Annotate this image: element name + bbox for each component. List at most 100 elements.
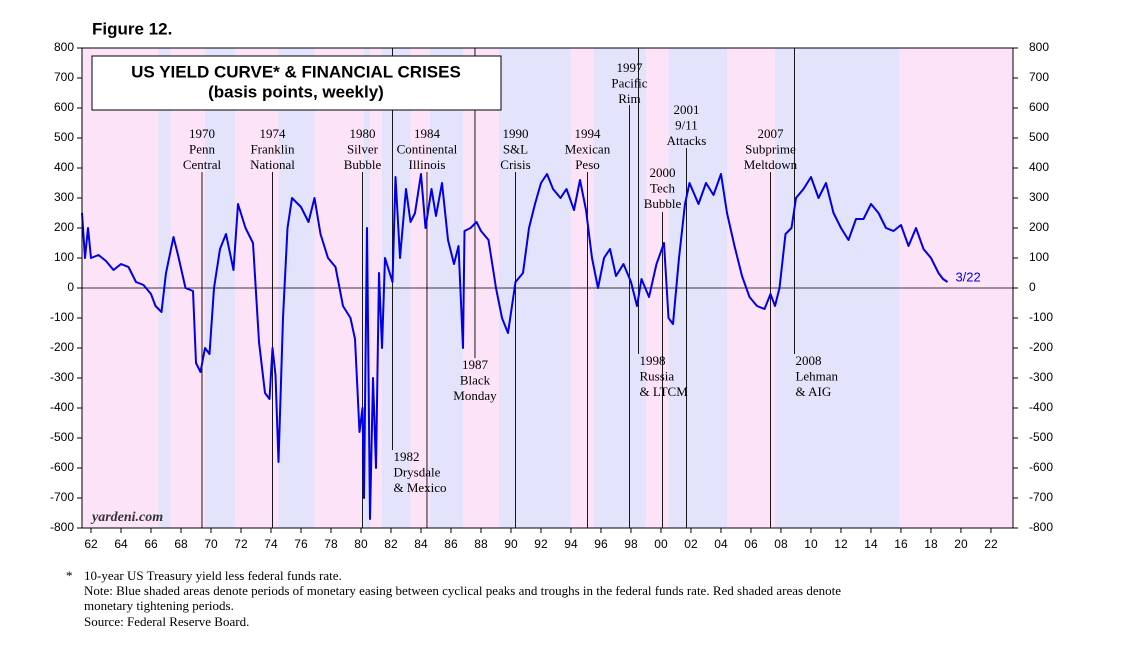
y-tick-label: -300 bbox=[50, 370, 74, 384]
event-label: & AIG bbox=[795, 384, 831, 399]
event-label: & Mexico bbox=[393, 480, 446, 495]
x-tick-label: 74 bbox=[264, 537, 278, 551]
y-tick-label: 200 bbox=[54, 220, 74, 234]
event-label: Subprime bbox=[745, 141, 796, 156]
y2-tick-label: 200 bbox=[1029, 220, 1049, 234]
chart-subtitle: (basis points, weekly) bbox=[208, 82, 384, 101]
y-tick-label: 300 bbox=[54, 190, 74, 204]
event-label: National bbox=[250, 157, 295, 172]
footnote: monetary tightening periods. bbox=[84, 598, 234, 613]
y-tick-label: 400 bbox=[54, 160, 74, 174]
y2-tick-label: 400 bbox=[1029, 160, 1049, 174]
x-tick-label: 16 bbox=[894, 537, 908, 551]
x-tick-label: 82 bbox=[384, 537, 398, 551]
y-tick-label: -400 bbox=[50, 400, 74, 414]
event-label: 1990 bbox=[502, 126, 528, 141]
event-label: Peso bbox=[575, 157, 600, 172]
x-tick-label: 14 bbox=[864, 537, 878, 551]
event-label: 1980 bbox=[349, 126, 375, 141]
y2-tick-label: -800 bbox=[1029, 520, 1053, 534]
event-label: Bubble bbox=[344, 157, 382, 172]
y2-tick-label: -200 bbox=[1029, 340, 1053, 354]
x-tick-label: 76 bbox=[294, 537, 308, 551]
event-label: Penn bbox=[189, 141, 216, 156]
y2-tick-label: -600 bbox=[1029, 460, 1053, 474]
y2-tick-label: 300 bbox=[1029, 190, 1049, 204]
event-label: Meltdown bbox=[744, 157, 798, 172]
y-tick-label: -200 bbox=[50, 340, 74, 354]
event-label: 1998 bbox=[639, 353, 665, 368]
x-tick-label: 94 bbox=[564, 537, 578, 551]
event-label: Central bbox=[183, 157, 222, 172]
event-label: 2008 bbox=[795, 353, 821, 368]
y2-tick-label: -300 bbox=[1029, 370, 1053, 384]
end-label: 3/22 bbox=[955, 269, 980, 284]
event-label: 2001 bbox=[673, 102, 699, 117]
event-label: Bubble bbox=[644, 196, 682, 211]
x-tick-label: 78 bbox=[324, 537, 338, 551]
x-tick-label: 92 bbox=[534, 537, 548, 551]
y-tick-label: -100 bbox=[50, 310, 74, 324]
footnote: Note: Blue shaded areas denote periods o… bbox=[84, 583, 841, 598]
event-label: Lehman bbox=[795, 368, 838, 383]
y-tick-label: 600 bbox=[54, 100, 74, 114]
x-tick-label: 62 bbox=[84, 537, 98, 551]
y2-tick-label: -500 bbox=[1029, 430, 1053, 444]
event-label: S&L bbox=[503, 141, 528, 156]
x-tick-label: 66 bbox=[144, 537, 158, 551]
x-tick-label: 96 bbox=[594, 537, 608, 551]
event-label: 1982 bbox=[393, 449, 419, 464]
x-tick-label: 22 bbox=[984, 537, 998, 551]
y2-tick-label: -700 bbox=[1029, 490, 1053, 504]
y-tick-label: -700 bbox=[50, 490, 74, 504]
x-tick-label: 20 bbox=[954, 537, 968, 551]
plot-frame bbox=[81, 47, 1014, 529]
x-tick-label: 18 bbox=[924, 537, 938, 551]
y-tick-label: 700 bbox=[54, 70, 74, 84]
event-label: Continental bbox=[397, 141, 458, 156]
event-label: Pacific bbox=[611, 75, 647, 90]
event-label: 2007 bbox=[757, 126, 784, 141]
watermark: yardeni.com bbox=[90, 510, 163, 525]
y2-tick-label: 0 bbox=[1029, 280, 1036, 294]
x-tick-label: 86 bbox=[444, 537, 458, 551]
y-tick-label: 0 bbox=[67, 280, 74, 294]
x-tick-label: 98 bbox=[624, 537, 638, 551]
footnote: * bbox=[66, 568, 73, 583]
x-tick-label: 80 bbox=[354, 537, 368, 551]
x-tick-label: 90 bbox=[504, 537, 518, 551]
event-label: 1970 bbox=[189, 126, 215, 141]
event-label: Mexican bbox=[565, 141, 611, 156]
event-label: 1994 bbox=[574, 126, 601, 141]
y2-tick-label: 500 bbox=[1029, 130, 1049, 144]
event-label: & LTCM bbox=[639, 384, 688, 399]
y-tick-label: -600 bbox=[50, 460, 74, 474]
x-tick-label: 02 bbox=[684, 537, 698, 551]
y-tick-label: 500 bbox=[54, 130, 74, 144]
event-label: 2000 bbox=[649, 165, 675, 180]
x-tick-label: 72 bbox=[234, 537, 248, 551]
x-tick-label: 08 bbox=[774, 537, 788, 551]
event-label: 1974 bbox=[259, 126, 286, 141]
event-label: 1987 bbox=[462, 357, 489, 372]
x-tick-label: 88 bbox=[474, 537, 488, 551]
x-tick-label: 12 bbox=[834, 537, 848, 551]
event-label: Drysdale bbox=[393, 464, 440, 479]
event-label: Rim bbox=[618, 91, 640, 106]
footnote: Source: Federal Reserve Board. bbox=[84, 614, 249, 629]
event-label: 1997 bbox=[616, 60, 643, 75]
event-label: Crisis bbox=[500, 157, 530, 172]
event-label: 9/11 bbox=[675, 117, 698, 132]
y2-tick-label: 800 bbox=[1029, 40, 1049, 54]
y-tick-label: -800 bbox=[50, 520, 74, 534]
y-tick-label: 100 bbox=[54, 250, 74, 264]
footnote: 10-year US Treasury yield less federal f… bbox=[84, 568, 342, 583]
event-label: Tech bbox=[650, 180, 676, 195]
y2-tick-label: 600 bbox=[1029, 100, 1049, 114]
y-tick-label: 800 bbox=[54, 40, 74, 54]
event-label: Attacks bbox=[667, 133, 707, 148]
event-label: Monday bbox=[453, 388, 497, 403]
event-label: Silver bbox=[347, 141, 379, 156]
y2-tick-label: -100 bbox=[1029, 310, 1053, 324]
